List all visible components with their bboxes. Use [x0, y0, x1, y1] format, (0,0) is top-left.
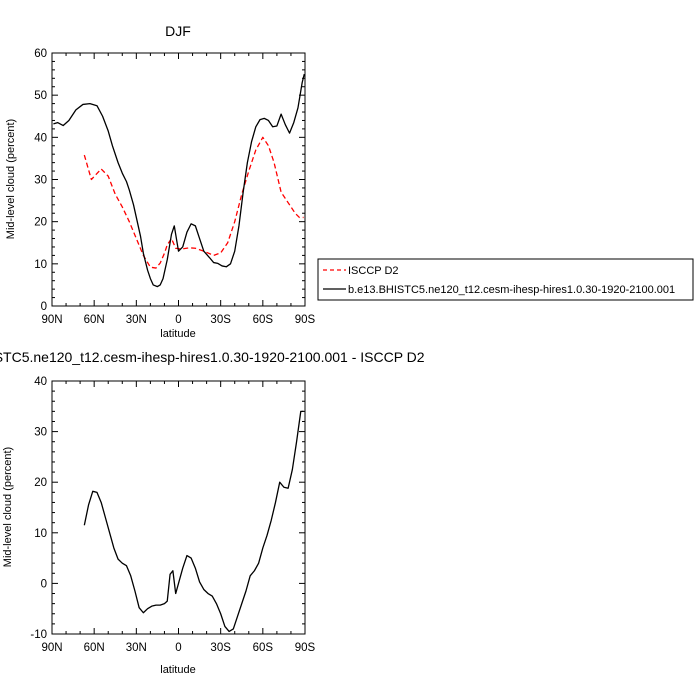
x-tick-label: 30N	[126, 314, 147, 326]
y-tick-label: 60	[34, 48, 47, 60]
y-axis-label: Mid-level cloud (percent)	[5, 119, 17, 239]
y-tick-label: 10	[34, 528, 47, 540]
y-tick-label: 0	[41, 301, 47, 313]
plot-frame	[51, 52, 306, 307]
x-tick-label: 0	[175, 642, 181, 654]
bottom-chart: b.e13.BHISTC5.ne120_t12.cesm-ihesp-hires…	[0, 349, 425, 676]
series-lines	[83, 410, 304, 633]
x-tick-label: 30N	[126, 642, 147, 654]
x-tick-label: 90S	[295, 642, 316, 654]
y-tick-label: 10	[34, 259, 47, 271]
legend: ISCCP D2 b.e13.BHISTC5.ne120_t12.cesm-ih…	[317, 258, 694, 301]
x-tick-label: 90N	[41, 642, 62, 654]
x-tick-label: 30S	[210, 314, 231, 326]
y-tick-label: 20	[34, 217, 47, 229]
y-tick-label: 40	[34, 376, 47, 388]
x-tick-label: 90S	[295, 314, 316, 326]
x-tick-label: 60N	[84, 314, 105, 326]
y-tick-label: 0	[41, 578, 47, 590]
y-tick-label: 30	[34, 175, 47, 187]
series-lines	[53, 73, 305, 288]
y-tick-label: 40	[34, 132, 47, 144]
series-line-1	[53, 73, 305, 288]
series-line-0	[83, 136, 304, 269]
y-tick-label: -10	[30, 629, 47, 641]
plot-frame	[51, 380, 306, 635]
x-axis-label: latitude	[160, 664, 195, 676]
y-tick-label: 50	[34, 90, 47, 102]
x-tick-label: 60S	[253, 642, 274, 654]
x-tick-label: 0	[175, 314, 181, 326]
x-tick-label: 90N	[41, 314, 62, 326]
x-tick-label: 60S	[253, 314, 274, 326]
legend-label-isccp: ISCCP D2	[348, 265, 399, 277]
top-chart: DJF 90N 60N 30N 0 30S 60S 90S 0 10 20 30 40 50 60 lat…	[5, 23, 694, 340]
x-axis-label: latitude	[160, 328, 195, 340]
legend-label-model: b.e13.BHISTC5.ne120_t12.cesm-ihesp-hires…	[348, 284, 675, 296]
axis-ticks: 90N 60N 30N 0 30S 60S 90S -10 0 10 20 30 40	[30, 376, 315, 654]
chart-title: DJF	[165, 23, 191, 39]
y-tick-label: 30	[34, 427, 47, 439]
x-tick-label: 60N	[84, 642, 105, 654]
y-axis-label: Mid-level cloud (percent)	[2, 447, 14, 567]
axis-ticks: 90N 60N 30N 0 30S 60S 90S 0 10 20 30 40 50 60	[34, 48, 315, 326]
x-tick-label: 30S	[210, 642, 231, 654]
chart-title: b.e13.BHISTC5.ne120_t12.cesm-ihesp-hires…	[0, 349, 425, 365]
legend-box	[317, 258, 694, 301]
series-line-0	[83, 410, 304, 633]
y-tick-label: 20	[34, 477, 47, 489]
